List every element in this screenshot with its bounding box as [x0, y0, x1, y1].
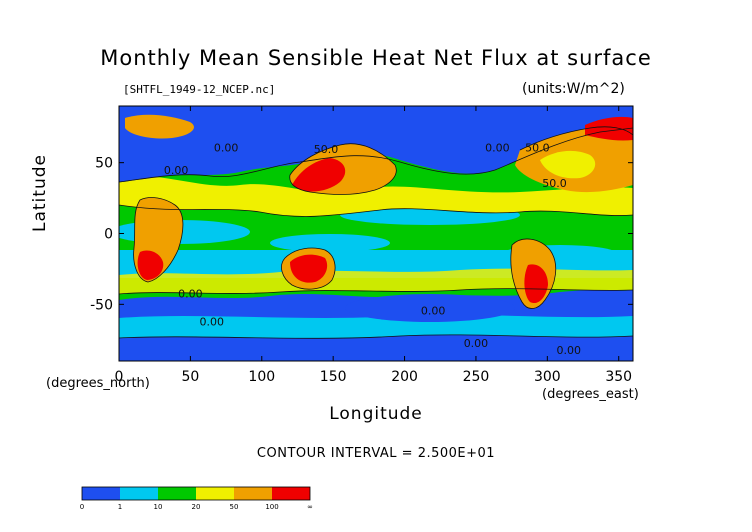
contour-value-label: 0.00 — [485, 141, 510, 154]
x-tick-label: 200 — [391, 369, 418, 385]
contour-labels: 0.00 0.00 50.0 0.00 50.0 50.0 0.00 0.00 0.00 0.00… — [164, 141, 581, 357]
colorbar-level-label: 50 — [230, 503, 239, 511]
x-tick-label: 100 — [248, 369, 275, 385]
field-blue-south-pacific — [345, 294, 515, 322]
field-yellow-north-band — [119, 176, 633, 217]
x-tick-label: 250 — [463, 369, 490, 385]
x-axis-unit-label: (degrees_east) — [542, 387, 639, 402]
field-yellow-north-america — [540, 150, 596, 179]
colorbar-level-label: 1 — [118, 503, 122, 511]
units-label: (units:W/m^2) — [522, 81, 625, 97]
contour-value-label: 0.00 — [464, 337, 489, 350]
colorbar-level-label: 0 — [80, 503, 84, 511]
field-red-australia — [290, 254, 328, 283]
colorbar-level-label: ∞ — [307, 503, 313, 511]
colorbar-frame — [81, 486, 311, 501]
y-tick-label: -50 — [90, 297, 113, 313]
contour-value-label: 0.00 — [557, 344, 582, 357]
colorbar-level-label: 20 — [192, 503, 201, 511]
colorbar-swatch — [234, 487, 272, 500]
x-tick-label: 300 — [534, 369, 561, 385]
contour-value-label: 50.0 — [314, 143, 339, 156]
colorbar-swatch — [120, 487, 158, 500]
field-cyan-antarctic-band — [119, 314, 633, 339]
field-cyan-indian — [270, 234, 390, 252]
colorbar: 0 1 10 20 50 100 ∞ — [80, 486, 313, 511]
x-axis-label: Longitude — [329, 404, 423, 424]
y-tick-label: 50 — [95, 156, 113, 172]
contour-value-label: 50.0 — [525, 141, 550, 154]
contour-interval-label: CONTOUR INTERVAL = 2.500E+01 — [256, 446, 496, 461]
axis-ticks: 0 50 100 150 200 250 300 350 -50 0 50 — [90, 106, 633, 385]
field-yellow-south-band — [119, 268, 633, 294]
flux-field: 0.00 0.00 50.0 0.00 50.0 50.0 0.00 0.00 0.00 0.00… — [119, 106, 633, 361]
contour-lines — [119, 126, 633, 339]
field-red-greenland — [585, 116, 633, 141]
contour-value-label: 0.00 — [200, 316, 225, 329]
y-tick-label: 0 — [104, 227, 113, 243]
colorbar-swatch — [158, 487, 196, 500]
field-blue-antarctica — [119, 340, 633, 361]
colorbar-swatch — [196, 487, 234, 500]
contour-value-label: 50.0 — [542, 177, 567, 190]
field-red-south-africa — [137, 250, 164, 280]
colorbar-swatch — [82, 487, 120, 500]
field-red-east-asia — [292, 158, 346, 192]
contour-value-label: 0.00 — [164, 164, 189, 177]
x-tick-label: 0 — [115, 369, 124, 385]
field-blue-arctic — [119, 106, 633, 182]
x-tick-label: 350 — [605, 369, 632, 385]
x-tick-label: 150 — [320, 369, 347, 385]
contour-value-label: 0.00 — [214, 141, 239, 154]
x-tick-label: 50 — [181, 369, 199, 385]
colorbar-level-label: 100 — [265, 503, 278, 511]
colorbar-level-label: 10 — [154, 503, 163, 511]
y-axis-unit-label: (degrees_north) — [46, 376, 150, 391]
chart-title: Monthly Mean Sensible Heat Net Flux at s… — [100, 46, 652, 70]
contour-value-label: 0.00 — [421, 304, 446, 317]
source-file-label: [SHTFL_1949-12_NCEP.nc] — [123, 83, 276, 96]
contour-value-label: 0.00 — [178, 287, 203, 300]
field-red-south-america — [524, 264, 548, 304]
field-orange-europe — [125, 114, 194, 139]
colorbar-swatch — [272, 487, 310, 500]
